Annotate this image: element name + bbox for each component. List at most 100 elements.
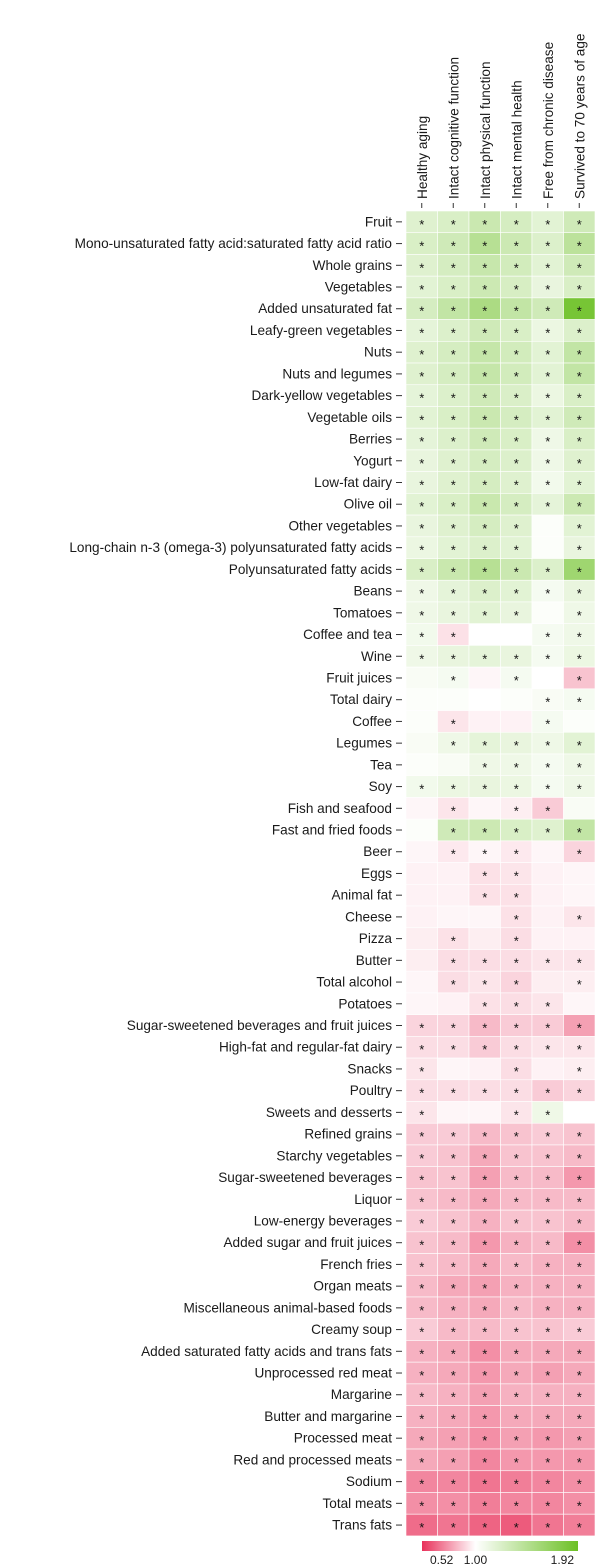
- significance-star: *: [451, 1368, 456, 1383]
- row-label: Low-energy beverages: [254, 1213, 392, 1228]
- significance-star: *: [451, 608, 456, 623]
- significance-star: *: [419, 1151, 424, 1166]
- heatmap-cell: [531, 666, 564, 690]
- significance-star: *: [514, 1477, 519, 1492]
- significance-star: *: [514, 282, 519, 297]
- heatmap-cell: [437, 884, 470, 907]
- significance-star: *: [545, 760, 550, 775]
- significance-star: *: [545, 630, 550, 645]
- significance-star: *: [482, 1259, 487, 1274]
- significance-star: *: [577, 456, 582, 471]
- significance-star: *: [451, 847, 456, 862]
- significance-star: *: [545, 499, 550, 514]
- row-label: Coffee and tea: [303, 627, 392, 642]
- significance-star: *: [482, 825, 487, 840]
- significance-star: *: [451, 1498, 456, 1513]
- row-label: Beans: [353, 584, 392, 599]
- heatmap-cell: [437, 688, 470, 711]
- significance-star: *: [482, 1520, 487, 1535]
- row-label: Fish and seafood: [288, 801, 392, 816]
- significance-star: *: [577, 1129, 582, 1144]
- significance-star: *: [545, 1303, 550, 1318]
- legend-tick-label: 1.00: [464, 1553, 488, 1566]
- significance-star: *: [419, 586, 424, 601]
- significance-star: *: [577, 1064, 582, 1079]
- heatmap-cell: [437, 862, 470, 885]
- significance-star: *: [577, 955, 582, 970]
- significance-star: *: [482, 1390, 487, 1405]
- significance-star: *: [545, 564, 550, 579]
- significance-star: *: [482, 1129, 487, 1144]
- significance-star: *: [545, 782, 550, 797]
- significance-star: *: [577, 608, 582, 623]
- significance-star: *: [451, 304, 456, 319]
- significance-star: *: [514, 825, 519, 840]
- row-label: Organ meats: [313, 1279, 392, 1294]
- significance-star: *: [545, 391, 550, 406]
- significance-star: *: [514, 1064, 519, 1079]
- column-label: Free from chronic disease: [541, 42, 556, 199]
- significance-star: *: [419, 1129, 424, 1144]
- significance-star: *: [545, 586, 550, 601]
- significance-star: *: [514, 391, 519, 406]
- heatmap-cell: [468, 666, 501, 690]
- significance-star: *: [514, 1520, 519, 1535]
- significance-star: *: [545, 1433, 550, 1448]
- significance-star: *: [419, 1086, 424, 1101]
- significance-star: *: [451, 955, 456, 970]
- significance-star: *: [545, 260, 550, 275]
- significance-star: *: [514, 412, 519, 427]
- significance-star: *: [419, 1498, 424, 1513]
- significance-star: *: [577, 1021, 582, 1036]
- row-label: Fast and fried foods: [272, 823, 392, 838]
- significance-star: *: [482, 521, 487, 536]
- significance-star: *: [577, 325, 582, 340]
- significance-star: *: [514, 1086, 519, 1101]
- significance-star: *: [577, 499, 582, 514]
- significance-star: *: [577, 1194, 582, 1209]
- significance-star: *: [419, 347, 424, 362]
- significance-star: *: [419, 1390, 424, 1405]
- significance-star: *: [451, 738, 456, 753]
- significance-star: *: [514, 1238, 519, 1253]
- row-label: Eggs: [361, 866, 392, 881]
- significance-star: *: [577, 1259, 582, 1274]
- significance-star: *: [482, 1433, 487, 1448]
- row-label: Whole grains: [313, 258, 393, 273]
- row-label: Sodium: [346, 1474, 392, 1489]
- significance-star: *: [514, 1498, 519, 1513]
- color-legend: 0.52 1.00 1.92: [422, 1541, 578, 1566]
- significance-star: *: [451, 1303, 456, 1318]
- heatmap-cell: [531, 601, 564, 624]
- significance-star: *: [514, 369, 519, 384]
- row-label: Nuts and legumes: [282, 366, 392, 381]
- row-label: French fries: [320, 1257, 392, 1272]
- row-label: Processed meat: [294, 1431, 392, 1446]
- significance-star: *: [419, 782, 424, 797]
- heatmap-cell: [468, 623, 501, 646]
- significance-star: *: [482, 478, 487, 493]
- row-label: Potatoes: [338, 996, 392, 1011]
- heatmap-cell: [405, 818, 438, 842]
- significance-star: *: [451, 1216, 456, 1231]
- row-label: Added unsaturated fat: [258, 301, 392, 316]
- significance-star: *: [482, 1368, 487, 1383]
- significance-star: *: [482, 999, 487, 1014]
- heatmap-cell: [405, 666, 438, 690]
- column-label: Intact physical function: [478, 61, 493, 199]
- significance-star: *: [577, 651, 582, 666]
- heatmap-cell: [500, 710, 533, 733]
- significance-star: *: [451, 1390, 456, 1405]
- row-label: Creamy soup: [311, 1322, 392, 1337]
- significance-star: *: [482, 1346, 487, 1361]
- significance-star: *: [419, 651, 424, 666]
- significance-star: *: [419, 1107, 424, 1122]
- significance-star: *: [577, 1303, 582, 1318]
- significance-star: *: [577, 1042, 582, 1057]
- significance-star: *: [577, 1390, 582, 1405]
- heatmap-cell: [405, 840, 438, 863]
- significance-star: *: [482, 499, 487, 514]
- significance-star: *: [451, 239, 456, 254]
- significance-star: *: [451, 803, 456, 818]
- significance-star: *: [451, 391, 456, 406]
